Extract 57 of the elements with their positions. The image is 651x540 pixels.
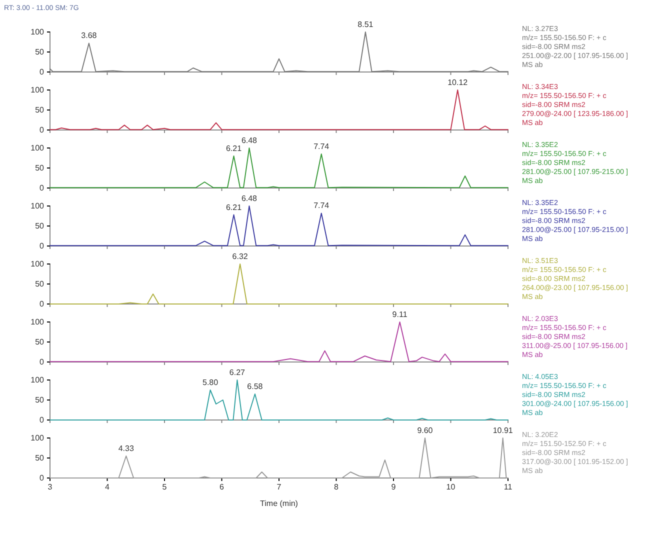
y-tick-label: 100 — [30, 318, 45, 327]
x-tick-label: 11 — [504, 482, 513, 492]
y-tick-label: 100 — [30, 376, 45, 385]
x-tick-label: 3 — [48, 482, 53, 492]
y-tick-label: 50 — [35, 396, 45, 405]
x-tick-label: 5 — [162, 482, 168, 492]
line-series — [50, 438, 508, 478]
x-tick-label: 4 — [105, 482, 110, 492]
annotation: 6.48 — [241, 194, 258, 203]
y-tick-label: 0 — [40, 242, 45, 251]
y-tick-label: 0 — [40, 68, 45, 77]
y-tick-label: 100 — [30, 202, 45, 211]
y-tick-label: 100 — [30, 434, 45, 443]
x-tick-label: 6 — [220, 482, 225, 492]
line-series — [50, 322, 508, 362]
y-tick-label: 50 — [35, 338, 45, 347]
annotation: 7.74 — [314, 201, 330, 210]
y-tick-label: 0 — [40, 126, 45, 135]
x-axis-title: Time (min) — [260, 499, 298, 508]
x-tick-label: 9 — [391, 482, 396, 492]
y-tick-label: 0 — [40, 358, 45, 367]
line-series — [50, 32, 508, 72]
annotation: 4.33 — [118, 444, 134, 453]
annotation: 9.60 — [417, 426, 434, 435]
annotation: 6.21 — [226, 144, 242, 153]
annotation: 6.32 — [232, 252, 248, 261]
x-tick-label: 10 — [446, 482, 456, 492]
annotation: 8.51 — [358, 20, 374, 29]
annotation: 10.12 — [448, 78, 468, 87]
annotation: 6.27 — [229, 368, 246, 377]
line-series — [50, 90, 508, 130]
y-tick-label: 50 — [35, 48, 45, 57]
y-tick-label: 100 — [30, 28, 45, 37]
annotation: 6.21 — [226, 202, 242, 212]
x-tick-label: 8 — [334, 482, 340, 492]
annotation: 5.80 — [202, 378, 219, 387]
y-tick-label: 50 — [35, 222, 45, 231]
annotation: 10.91 — [492, 426, 514, 435]
annotation: 7.74 — [314, 142, 330, 151]
annotation: 9.11 — [392, 310, 408, 319]
annotation: 6.58 — [247, 382, 264, 391]
y-tick-label: 100 — [30, 86, 45, 95]
y-tick-label: 50 — [35, 106, 45, 115]
y-tick-label: 0 — [40, 474, 45, 483]
y-tick-label: 50 — [35, 164, 45, 173]
y-tick-label: 0 — [40, 300, 45, 309]
x-tick-label: 7 — [276, 482, 282, 492]
line-series — [50, 380, 508, 420]
y-tick-label: 50 — [35, 454, 45, 463]
y-tick-label: 0 — [40, 184, 45, 193]
annotation: 3.68 — [81, 31, 98, 40]
annotation: 6.48 — [241, 136, 258, 145]
y-tick-label: 100 — [30, 144, 45, 153]
y-tick-label: 100 — [30, 260, 45, 269]
line-series — [50, 264, 508, 304]
y-tick-label: 0 — [40, 416, 45, 425]
y-tick-label: 50 — [35, 280, 45, 289]
